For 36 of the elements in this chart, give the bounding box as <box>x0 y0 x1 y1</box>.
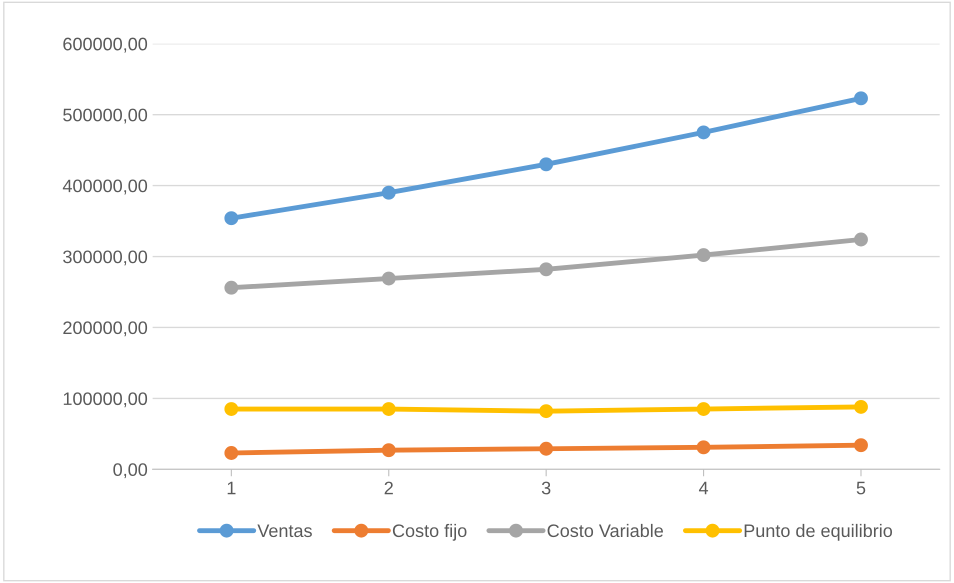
point <box>854 438 868 452</box>
point <box>382 186 396 200</box>
point <box>854 232 868 246</box>
point <box>854 91 868 106</box>
y-tick-label: 400000,00 <box>62 180 148 194</box>
y-tick-label: 300000,00 <box>63 250 148 266</box>
y-tick-label: 500000,00 <box>63 108 148 124</box>
point <box>382 272 396 286</box>
y-tick-label: 100000,00 <box>64 392 148 408</box>
point <box>539 157 554 172</box>
x-tick-label: 5 <box>856 482 866 494</box>
x-tick-label: 3 <box>542 482 550 494</box>
y-tick-label: 200000,00 <box>63 321 148 336</box>
point <box>854 400 868 414</box>
x-tick-label: 2 <box>384 482 393 494</box>
legend-label: Costo Variable <box>548 524 663 538</box>
y-tick-label: 600000,00 <box>63 38 148 53</box>
point <box>224 280 238 295</box>
point <box>696 248 711 262</box>
point <box>539 262 554 276</box>
point <box>539 404 554 418</box>
point <box>224 211 238 226</box>
point <box>224 402 238 416</box>
point <box>696 125 711 140</box>
point <box>382 402 396 416</box>
legend-label: Costo fijo <box>392 524 466 541</box>
legend-label: Punto de equilibrio <box>744 524 892 541</box>
point <box>696 440 711 454</box>
point <box>539 442 554 456</box>
y-tick-label: 0,00 <box>113 463 148 478</box>
point <box>382 443 396 458</box>
point <box>224 446 238 460</box>
x-tick-label: 4 <box>698 482 708 494</box>
legend-label: Ventas <box>257 524 312 538</box>
point <box>696 402 711 416</box>
x-tick-label: 1 <box>228 482 236 494</box>
